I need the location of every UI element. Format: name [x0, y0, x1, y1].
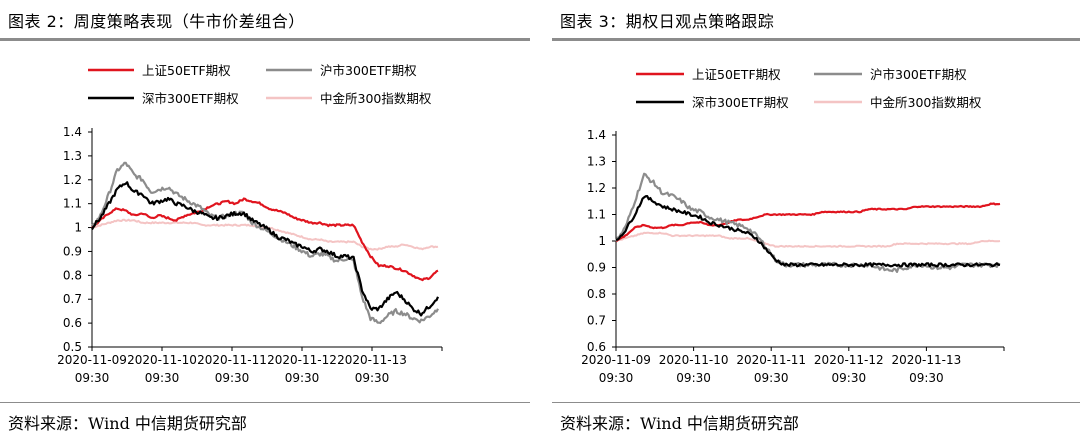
- source-note: 资料来源：Wind 中信期货研究部: [8, 414, 247, 433]
- y-tick-label: 0.7: [587, 314, 606, 328]
- series-line: [91, 218, 439, 251]
- x-tick-label: 2020-11-11: [736, 353, 806, 367]
- legend-label: 深市300ETF期权: [142, 91, 239, 106]
- legend-item: 上证50ETF期权: [636, 67, 781, 82]
- title-divider: [0, 38, 530, 41]
- x-tick-time-label: 09:30: [832, 371, 867, 385]
- y-tick-label: 0.5: [63, 340, 82, 354]
- source-note: 资料来源：Wind 中信期货研究部: [560, 414, 799, 433]
- series-line: [91, 197, 439, 282]
- legend-item: 沪市300ETF期权: [266, 63, 417, 78]
- x-tick-label: 2020-11-13: [337, 353, 407, 367]
- legend-label: 上证50ETF期权: [692, 67, 781, 82]
- x-tick-label: 2020-11-10: [127, 353, 197, 367]
- y-tick-label: 0.6: [63, 316, 82, 330]
- legend-item: 中金所300指数期权: [814, 95, 982, 110]
- chart-panel-daily: 图表 3：期权日观点策略跟踪 上证50ETF期权 沪市300ETF期权深市300E…: [552, 0, 1080, 442]
- x-tick-label: 2020-11-09: [57, 353, 127, 367]
- legend-label: 中金所300指数期权: [320, 91, 432, 106]
- y-tick-label: 1.1: [587, 208, 606, 222]
- y-tick-label: 1: [598, 234, 606, 248]
- legend-label: 沪市300ETF期权: [320, 63, 417, 78]
- chart-title: 图表 3：期权日观点策略跟踪: [560, 12, 775, 31]
- series-line: [615, 202, 1001, 243]
- y-tick-label: 1: [74, 221, 82, 235]
- y-tick-label: 0.8: [587, 287, 606, 301]
- x-tick-time-label: 09:30: [215, 371, 250, 385]
- y-tick-label: 1.2: [587, 181, 606, 195]
- chart-panel-weekly: 图表 2：周度策略表现（牛市价差组合） 上证50ETF期权 沪市300ETF期权深…: [0, 0, 530, 442]
- legend-item: 沪市300ETF期权: [814, 67, 967, 82]
- legend-item: 深市300ETF期权: [636, 95, 789, 110]
- legend-label: 沪市300ETF期权: [870, 67, 967, 82]
- y-tick-label: 0.9: [587, 261, 606, 275]
- x-tick-time-label: 09:30: [285, 371, 320, 385]
- x-tick-time-label: 09:30: [355, 371, 390, 385]
- x-tick-time-label: 09:30: [75, 371, 110, 385]
- source-divider: [0, 402, 530, 403]
- x-tick-time-label: 09:30: [145, 371, 180, 385]
- x-tick-label: 2020-11-09: [581, 353, 651, 367]
- y-tick-label: 1.2: [63, 173, 82, 187]
- x-tick-label: 2020-11-12: [814, 353, 884, 367]
- legend-label: 深市300ETF期权: [692, 95, 789, 110]
- x-tick-label: 2020-11-11: [197, 353, 267, 367]
- series-line: [616, 195, 1000, 268]
- y-tick-label: 0.7: [63, 292, 82, 306]
- source-divider: [552, 402, 1080, 403]
- series-line: [91, 181, 440, 317]
- legend-item: 上证50ETF期权: [88, 63, 231, 78]
- x-tick-time-label: 09:30: [754, 371, 789, 385]
- y-tick-label: 0.6: [587, 340, 606, 354]
- y-tick-label: 1.3: [587, 155, 606, 169]
- legend-item: 中金所300指数期权: [266, 91, 432, 106]
- y-tick-label: 1.1: [63, 197, 82, 211]
- y-tick-label: 1.3: [63, 149, 82, 163]
- series-line: [614, 172, 1001, 273]
- x-tick-label: 2020-11-13: [892, 353, 962, 367]
- title-divider: [552, 38, 1080, 41]
- legend-item: 深市300ETF期权: [88, 91, 239, 106]
- x-tick-time-label: 09:30: [599, 371, 634, 385]
- y-tick-label: 0.8: [63, 268, 82, 282]
- x-tick-time-label: 09:30: [676, 371, 711, 385]
- series-line: [615, 231, 1001, 248]
- y-tick-label: 1.4: [63, 125, 82, 139]
- y-tick-label: 1.4: [587, 128, 606, 142]
- legend-label: 中金所300指数期权: [870, 95, 982, 110]
- y-tick-label: 0.9: [63, 244, 82, 258]
- legend-label: 上证50ETF期权: [142, 63, 231, 78]
- x-tick-time-label: 09:30: [909, 371, 944, 385]
- chart-title: 图表 2：周度策略表现（牛市价差组合）: [8, 12, 305, 31]
- x-tick-label: 2020-11-10: [659, 353, 729, 367]
- x-tick-label: 2020-11-12: [267, 353, 337, 367]
